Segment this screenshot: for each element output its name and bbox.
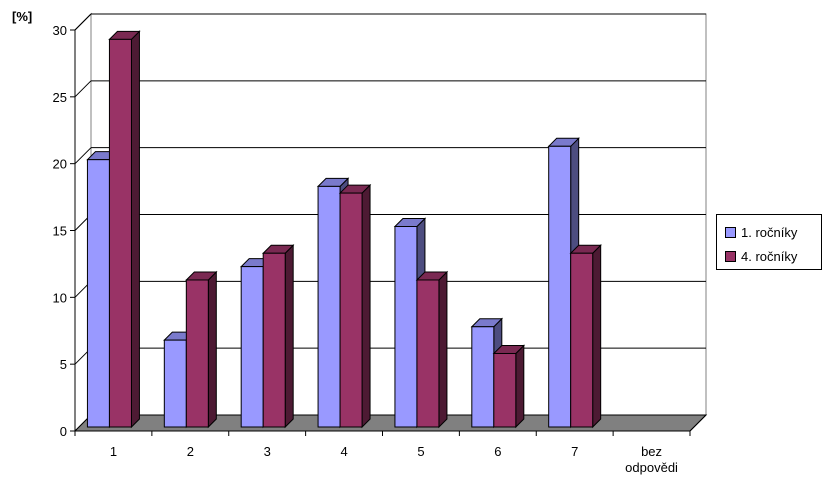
y-tick-label-30: 30 (53, 23, 67, 38)
bar-4. ročníky-1 (108, 30, 141, 429)
y-tick-label-5: 5 (60, 357, 67, 372)
gridline-side (74, 147, 92, 165)
y-tick-label-25: 25 (53, 90, 67, 105)
y-tick-label-10: 10 (53, 290, 67, 305)
x-tick-label-7: bez odpovědi (625, 444, 678, 475)
legend-item-series-1: 1. ročníky (725, 224, 797, 240)
bar-4. ročníky-5 (415, 270, 449, 429)
gridline-side (74, 13, 92, 31)
legend-swatch-series-1 (725, 226, 736, 238)
x-tick-label-3: 4 (340, 444, 347, 459)
legend-label-series-1: 1. ročníky (741, 224, 798, 240)
bar-4. ročníky-3 (261, 244, 295, 429)
x-tick-label-4: 5 (417, 444, 424, 459)
bar-4. ročníky-7 (569, 244, 602, 429)
bar-4. ročníky-2 (185, 270, 218, 429)
x-tick-label-1: 2 (187, 444, 194, 459)
bar-4. ročníky-4 (338, 183, 372, 429)
gridline-side (74, 80, 92, 98)
legend-item-series-2: 4. ročníky (725, 248, 797, 264)
x-tick-label-2: 3 (264, 444, 271, 459)
bar-4. ročníky-6 (492, 344, 526, 429)
legend: 1. ročníky 4. ročníky (716, 214, 822, 270)
bars (86, 30, 602, 429)
legend-label-series-2: 4. ročníky (741, 248, 798, 264)
x-tick-label-6: 7 (571, 444, 578, 459)
y-tick-label-15: 15 (53, 224, 67, 239)
y-axis-label: [%] (12, 9, 32, 24)
y-tick-label-0: 0 (60, 424, 67, 439)
axes: 0 5 10 15 20 25 30 1 2 3 4 5 6 7 bez odpovědi (53, 23, 707, 475)
y-tick-label-20: 20 (53, 157, 67, 172)
legend-swatch-series-2 (725, 250, 736, 262)
x-tick-label-0: 1 (110, 444, 117, 459)
x-tick-label-5: 6 (494, 444, 501, 459)
